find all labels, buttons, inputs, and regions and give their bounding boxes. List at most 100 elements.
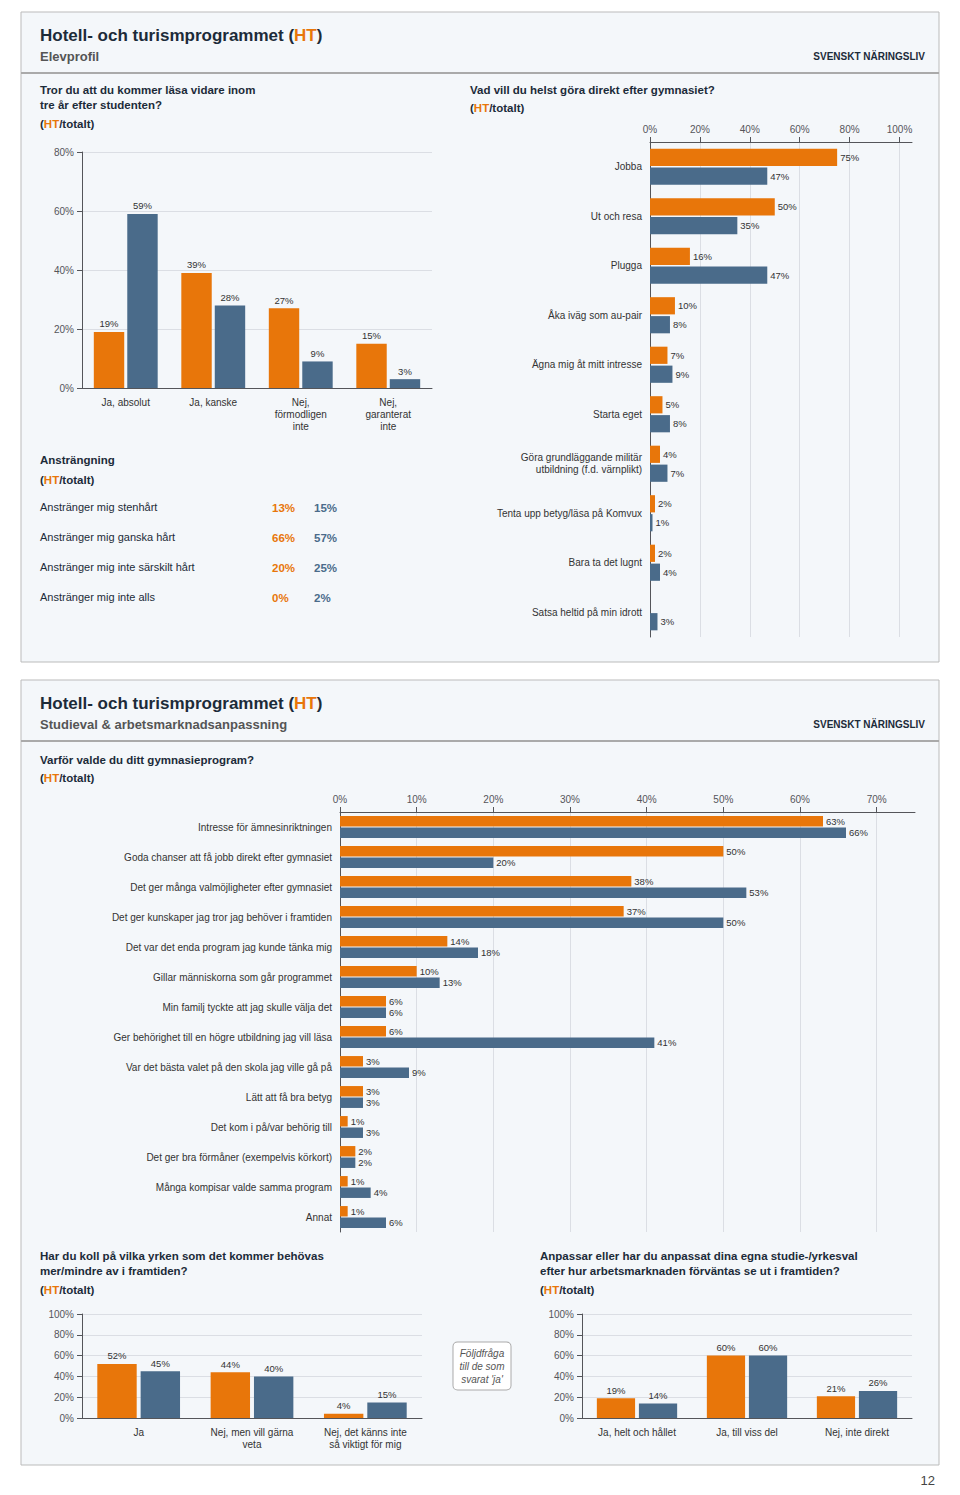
svg-text:/totalt): /totalt) — [559, 1284, 594, 1296]
svg-text:20%: 20% — [554, 1392, 574, 1403]
svg-text:Jobba: Jobba — [615, 161, 643, 172]
svg-text:HT: HT — [294, 26, 317, 45]
svg-text:60%: 60% — [790, 794, 810, 805]
svg-text:0%: 0% — [60, 1413, 75, 1424]
svg-text:Tenta upp betyg/läsa på Komvux: Tenta upp betyg/läsa på Komvux — [497, 508, 642, 519]
svg-text:60%: 60% — [54, 206, 74, 217]
svg-text:41%: 41% — [657, 1037, 677, 1048]
svg-text:19%: 19% — [100, 318, 120, 329]
svg-text:45%: 45% — [151, 1358, 171, 1369]
svg-text:8%: 8% — [673, 319, 687, 330]
svg-text:till de som: till de som — [459, 1361, 504, 1372]
svg-text:Har du koll på vilka yrken som: Har du koll på vilka yrken som det komme… — [40, 1250, 324, 1262]
svg-text:Hotell- och turismprogrammet (: Hotell- och turismprogrammet ( — [40, 26, 294, 45]
svg-text:53%: 53% — [749, 887, 769, 898]
svg-text:80%: 80% — [54, 1329, 74, 1340]
svg-text:59%: 59% — [133, 200, 153, 211]
svg-text:0%: 0% — [643, 124, 658, 135]
svg-text:Ger behörighet till en högre u: Ger behörighet till en högre utbildning … — [114, 1032, 333, 1043]
svg-text:57%: 57% — [314, 532, 337, 544]
svg-text:80%: 80% — [54, 147, 74, 158]
svg-text:40%: 40% — [54, 265, 74, 276]
svg-text:/totalt): /totalt) — [489, 102, 524, 114]
svg-text:Var det bästa valet på den sko: Var det bästa valet på den skola jag vil… — [126, 1062, 332, 1073]
svg-text:7%: 7% — [670, 350, 684, 361]
svg-text:Anstränger mig inte särskilt h: Anstränger mig inte särskilt hårt — [40, 561, 195, 573]
svg-text:Lätt att få bra betyg: Lätt att få bra betyg — [246, 1092, 332, 1103]
svg-text:14%: 14% — [450, 936, 470, 947]
svg-text:50%: 50% — [726, 917, 746, 928]
svg-text:0%: 0% — [333, 794, 348, 805]
svg-text:mer/mindre av i framtiden?: mer/mindre av i framtiden? — [40, 1265, 188, 1277]
svg-text:60%: 60% — [54, 1350, 74, 1361]
svg-text:80%: 80% — [840, 124, 860, 135]
svg-text:Ut och resa: Ut och resa — [591, 211, 643, 222]
svg-text:50%: 50% — [778, 201, 798, 212]
svg-text:20%: 20% — [54, 324, 74, 335]
svg-text:10%: 10% — [678, 300, 698, 311]
svg-text:2%: 2% — [658, 498, 672, 509]
svg-text:2%: 2% — [358, 1157, 372, 1168]
svg-text:80%: 80% — [554, 1329, 574, 1340]
svg-text:Ja, till viss del: Ja, till viss del — [716, 1427, 778, 1438]
svg-text:26%: 26% — [869, 1377, 889, 1388]
svg-text:Anstränger mig ganska hårt: Anstränger mig ganska hårt — [40, 531, 175, 543]
svg-text:40%: 40% — [740, 124, 760, 135]
svg-text:75%: 75% — [840, 152, 860, 163]
svg-text:HT: HT — [544, 1284, 559, 1296]
svg-text:Nej,: Nej, — [379, 397, 397, 408]
svg-text:Det var det enda program jag k: Det var det enda program jag kunde tänka… — [126, 942, 332, 953]
svg-text:Tror du att du kommer läsa vid: Tror du att du kommer läsa vidare inom — [40, 84, 255, 96]
svg-text:9%: 9% — [412, 1067, 426, 1078]
svg-text:18%: 18% — [481, 947, 501, 958]
svg-text:66%: 66% — [849, 827, 869, 838]
svg-text:SVENSKT NÄRINGSLIV: SVENSKT NÄRINGSLIV — [813, 718, 925, 730]
svg-text:100%: 100% — [548, 1309, 574, 1320]
svg-text:15%: 15% — [314, 502, 337, 514]
svg-text:100%: 100% — [887, 124, 913, 135]
svg-text:14%: 14% — [649, 1390, 669, 1401]
svg-text:40%: 40% — [554, 1371, 574, 1382]
svg-text:så viktigt för mig: så viktigt för mig — [329, 1439, 401, 1450]
svg-text:Elevprofil: Elevprofil — [40, 49, 99, 64]
svg-text:HT: HT — [44, 118, 59, 130]
svg-text:Det ger kunskaper jag tror jag: Det ger kunskaper jag tror jag behöver i… — [112, 912, 332, 923]
svg-text:tre år efter studenten?: tre år efter studenten? — [40, 99, 162, 111]
svg-text:HT: HT — [44, 1284, 59, 1296]
svg-text:3%: 3% — [398, 366, 412, 377]
svg-text:39%: 39% — [187, 259, 207, 270]
svg-text:30%: 30% — [560, 794, 580, 805]
svg-text:66%: 66% — [272, 532, 295, 544]
svg-text:60%: 60% — [790, 124, 810, 135]
svg-text:15%: 15% — [362, 330, 382, 341]
svg-text:3%: 3% — [366, 1127, 380, 1138]
svg-text:3%: 3% — [366, 1086, 380, 1097]
svg-text:/totalt): /totalt) — [59, 772, 94, 784]
svg-text:Nej,: Nej, — [292, 397, 310, 408]
svg-text:25%: 25% — [314, 562, 337, 574]
svg-text:inte: inte — [380, 421, 397, 432]
svg-text:efter hur arbetsmarknaden förv: efter hur arbetsmarknaden förväntas se u… — [540, 1265, 840, 1277]
svg-text:2%: 2% — [358, 1146, 372, 1157]
svg-text:47%: 47% — [770, 171, 790, 182]
svg-text:1%: 1% — [351, 1176, 365, 1187]
svg-text:100%: 100% — [48, 1309, 74, 1320]
svg-text:Anstränger mig stenhårt: Anstränger mig stenhårt — [40, 501, 157, 513]
svg-text:40%: 40% — [264, 1363, 284, 1374]
svg-text:HT: HT — [44, 474, 59, 486]
svg-text:): ) — [317, 694, 323, 713]
svg-text:1%: 1% — [351, 1116, 365, 1127]
svg-text:35%: 35% — [740, 220, 760, 231]
svg-text:6%: 6% — [389, 996, 403, 1007]
svg-text:15%: 15% — [377, 1389, 397, 1400]
svg-text:27%: 27% — [275, 295, 295, 306]
svg-text:28%: 28% — [220, 292, 240, 303]
svg-text:20%: 20% — [483, 794, 503, 805]
svg-text:3%: 3% — [366, 1056, 380, 1067]
svg-text:Annat: Annat — [306, 1212, 332, 1223]
svg-text:4%: 4% — [663, 567, 677, 578]
svg-text:0%: 0% — [272, 592, 289, 604]
svg-text:13%: 13% — [272, 502, 295, 514]
svg-text:6%: 6% — [389, 1007, 403, 1018]
svg-text:3%: 3% — [366, 1097, 380, 1108]
